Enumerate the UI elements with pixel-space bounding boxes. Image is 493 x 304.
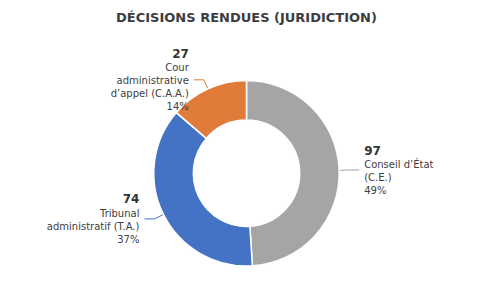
svg-text:Tribunal: Tribunal: [99, 208, 139, 219]
svg-text:administratif (T.A.): administratif (T.A.): [47, 221, 140, 232]
svg-text:27: 27: [172, 47, 189, 61]
svg-text:Cour: Cour: [165, 62, 189, 73]
svg-text:97: 97: [364, 144, 381, 158]
svg-text:49%: 49%: [364, 185, 386, 196]
svg-text:14%: 14%: [167, 101, 189, 112]
svg-text:(C.E.): (C.E.): [364, 172, 392, 183]
svg-text:37%: 37%: [117, 234, 139, 245]
svg-text:74: 74: [123, 192, 140, 206]
svg-text:Conseil d’État: Conseil d’État: [364, 158, 433, 170]
svg-text:d’appel (C.A.A.): d’appel (C.A.A.): [111, 88, 189, 99]
svg-text:DÉCISIONS RENDUES (JURIDICTION: DÉCISIONS RENDUES (JURIDICTION): [116, 10, 377, 25]
svg-text:administrative: administrative: [117, 75, 189, 86]
